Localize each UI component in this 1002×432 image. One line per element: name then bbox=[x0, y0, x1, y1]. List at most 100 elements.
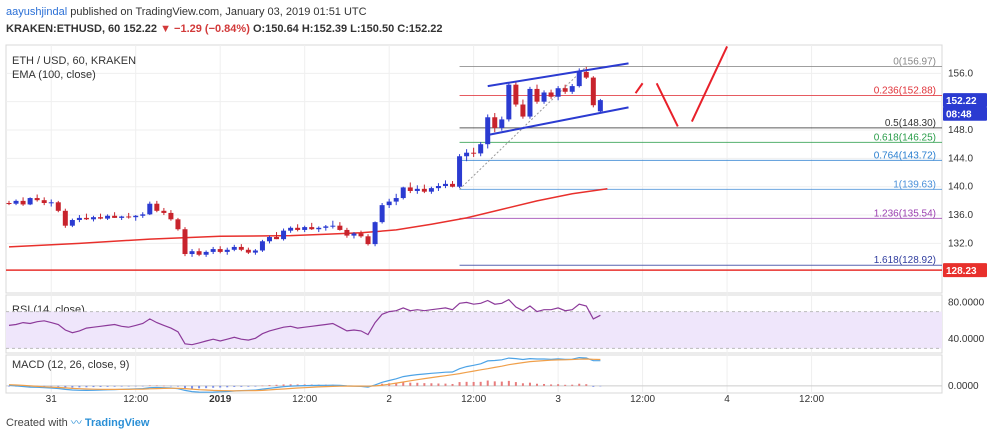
candle-body bbox=[471, 152, 477, 154]
candle-body bbox=[464, 152, 470, 157]
macd-histogram-bar bbox=[437, 383, 440, 386]
candle-body bbox=[492, 117, 498, 128]
candle-body bbox=[224, 249, 230, 252]
macd-histogram-bar bbox=[212, 385, 215, 388]
projection-arrow-line bbox=[634, 82, 644, 94]
candle-body bbox=[161, 210, 167, 213]
time-tick-label: 12:00 bbox=[461, 394, 486, 405]
macd-histogram-bar bbox=[57, 385, 60, 387]
macd-histogram-bar bbox=[536, 383, 538, 386]
macd-histogram-bar bbox=[184, 385, 186, 389]
footer: Created with 〰 TradingView bbox=[6, 414, 149, 430]
macd-histogram-bar bbox=[458, 382, 461, 386]
price-change: −1.29 (−0.84%) bbox=[174, 23, 250, 35]
candle-body bbox=[133, 215, 139, 218]
candle-body bbox=[154, 203, 160, 211]
macd-title: MACD (12, 26, close, 9) bbox=[12, 359, 129, 371]
candle-body bbox=[175, 219, 181, 230]
macd-histogram-bar bbox=[254, 385, 257, 387]
created-with-text: Created with bbox=[6, 417, 68, 429]
candle-body bbox=[527, 88, 533, 117]
macd-histogram-bar bbox=[423, 383, 426, 386]
macd-histogram-bar bbox=[465, 381, 468, 386]
symbol-line: KRAKEN:ETHUSD, 60 152.22 ▼ −1.29 (−0.84%… bbox=[6, 23, 443, 35]
macd-histogram-bar bbox=[268, 385, 271, 386]
macd-histogram-bar bbox=[162, 385, 165, 387]
candle-body bbox=[365, 236, 371, 245]
candle-body bbox=[597, 100, 603, 112]
candle-body bbox=[252, 250, 258, 253]
candle-body bbox=[217, 249, 223, 252]
macd-histogram-bar bbox=[219, 385, 222, 388]
time-tick-label: 4 bbox=[724, 394, 730, 405]
candle-body bbox=[590, 77, 596, 106]
candle-body bbox=[168, 212, 174, 220]
time-tick-label: 31 bbox=[46, 394, 58, 405]
candle-body bbox=[259, 241, 265, 251]
price-tick-label: 132.0 bbox=[948, 238, 973, 249]
candle-body bbox=[210, 249, 216, 252]
macd-histogram-bar bbox=[261, 385, 264, 387]
macd-histogram-bar bbox=[141, 385, 144, 387]
macd-histogram-bar bbox=[92, 385, 95, 388]
macd-histogram-bar bbox=[486, 380, 489, 386]
candle-body bbox=[196, 251, 202, 255]
symbol-name: KRAKEN:ETHUSD, 60 bbox=[6, 23, 121, 35]
macd-histogram-bar bbox=[226, 385, 229, 388]
candle-body bbox=[358, 233, 364, 237]
macd-histogram-bar bbox=[99, 385, 102, 387]
tradingview-brand[interactable]: TradingView bbox=[84, 417, 150, 429]
candle-body bbox=[337, 225, 343, 230]
ema-title: EMA (100, close) bbox=[12, 69, 96, 81]
channel-upper-line bbox=[487, 62, 629, 88]
macd-histogram-bar bbox=[8, 385, 10, 387]
candle-body bbox=[442, 183, 448, 187]
candle-body bbox=[372, 222, 378, 245]
price-tick-label: 144.0 bbox=[948, 153, 973, 164]
time-tick-label: 12:00 bbox=[799, 394, 824, 405]
time-tick-label: 2019 bbox=[209, 394, 232, 405]
macd-histogram-bar bbox=[592, 385, 595, 387]
candle-body bbox=[281, 230, 287, 240]
candle-body bbox=[90, 217, 96, 220]
macd-histogram-bar bbox=[550, 384, 553, 386]
macd-histogram-bar bbox=[43, 385, 46, 387]
macd-signal-line bbox=[8, 358, 601, 392]
candle-body bbox=[407, 187, 413, 191]
fib-level-label: 0.236(152.88) bbox=[874, 85, 936, 96]
macd-histogram-bar bbox=[409, 382, 412, 386]
macd-histogram-bar bbox=[282, 384, 285, 386]
candle-body bbox=[76, 217, 82, 221]
macd-histogram-bar bbox=[64, 385, 67, 388]
macd-histogram-bar bbox=[233, 385, 236, 387]
fib-level-label: 1(139.63) bbox=[893, 179, 936, 190]
author-name[interactable]: aayushjindal bbox=[6, 6, 68, 18]
macd-histogram-bar bbox=[521, 383, 524, 386]
macd-histogram-bar bbox=[557, 384, 560, 386]
candle-body bbox=[428, 188, 434, 192]
macd-histogram-bar bbox=[564, 384, 567, 386]
ema-line bbox=[8, 188, 608, 248]
time-tick-label: 12:00 bbox=[292, 394, 317, 405]
candle-body bbox=[450, 183, 456, 187]
macd-histogram-bar bbox=[528, 382, 531, 386]
candle-body bbox=[485, 117, 491, 145]
candle-body bbox=[548, 92, 554, 97]
candle-body bbox=[414, 188, 420, 191]
fib-level-label: 1.236(135.54) bbox=[874, 208, 936, 219]
candle-body bbox=[238, 246, 244, 250]
macd-tick-label: 0.0000 bbox=[948, 381, 979, 392]
candle-body bbox=[189, 251, 195, 255]
macd-histogram-bar bbox=[395, 382, 398, 386]
candle-body bbox=[435, 186, 441, 189]
macd-histogram-bar bbox=[402, 382, 405, 386]
rsi-band bbox=[6, 311, 942, 349]
candle-body bbox=[274, 237, 280, 240]
candle-body bbox=[583, 71, 589, 78]
rsi-line bbox=[8, 298, 601, 346]
candle-body bbox=[55, 202, 61, 211]
macd-histogram-bar bbox=[134, 385, 137, 387]
macd-histogram-bar bbox=[120, 385, 123, 387]
fib-level-label: 0.5(148.30) bbox=[885, 118, 936, 129]
